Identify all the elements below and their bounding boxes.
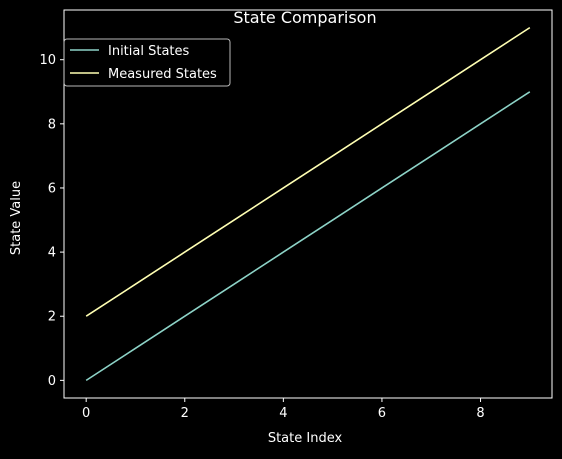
y-axis-label: State Value — [9, 181, 24, 255]
y-tick-label: 8 — [48, 117, 56, 132]
legend: Initial States Measured States — [63, 38, 231, 87]
x-axis-label: State Index — [268, 431, 343, 446]
y-tick-label: 10 — [39, 53, 56, 68]
y-axis: 0 2 4 6 8 10 — [39, 53, 64, 389]
series-line-initial-states — [85, 91, 531, 382]
y-tick-label: 6 — [48, 181, 56, 196]
plot-area — [85, 26, 531, 382]
legend-label-measured-states: Measured States — [108, 67, 217, 82]
x-tick-label: 2 — [181, 406, 189, 421]
axes-frame — [63, 9, 553, 399]
x-tick-label: 6 — [378, 406, 386, 421]
y-tick-label: 0 — [48, 374, 56, 389]
legend-label-initial-states: Initial States — [108, 44, 190, 59]
x-tick-label: 4 — [279, 406, 287, 421]
y-tick-label: 4 — [48, 246, 56, 261]
x-tick-label: 8 — [476, 406, 484, 421]
legend-frame — [63, 38, 231, 87]
y-tick-label: 2 — [48, 310, 56, 325]
chart-title: State Comparison — [233, 8, 376, 27]
series-line-measured-states — [85, 26, 531, 317]
x-tick-label: 0 — [82, 406, 90, 421]
x-axis: 0 2 4 6 8 — [82, 398, 485, 421]
